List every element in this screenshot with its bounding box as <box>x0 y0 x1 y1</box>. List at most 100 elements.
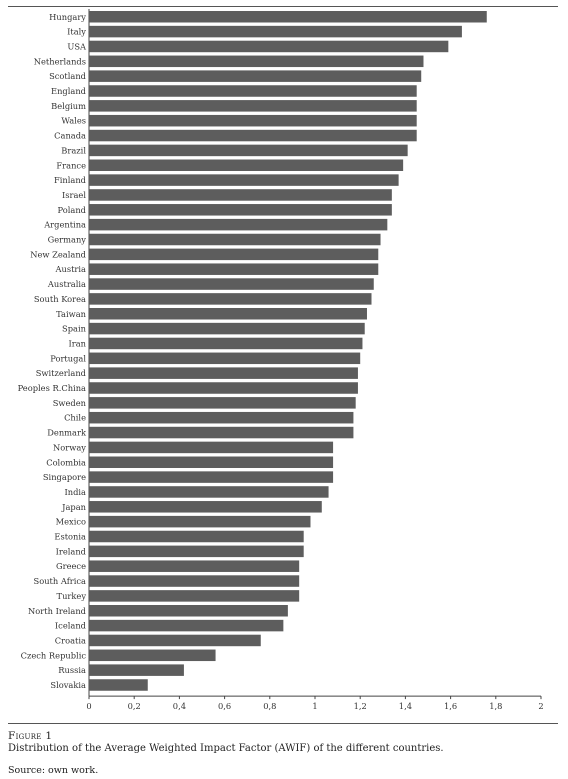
bar <box>89 55 424 68</box>
category-label: Belgium <box>51 101 86 111</box>
category-label: South Africa <box>34 576 87 586</box>
bar <box>89 278 374 290</box>
bar <box>89 352 361 365</box>
category-label: Denmark <box>47 428 87 438</box>
bar <box>89 545 304 558</box>
bar <box>89 634 261 647</box>
category-label: Japan <box>61 502 87 512</box>
category-label: Poland <box>58 205 87 215</box>
category-label: Greece <box>56 561 86 571</box>
bar <box>89 426 354 439</box>
bar <box>89 590 300 602</box>
category-label: Mexico <box>56 517 86 527</box>
bar <box>89 382 358 394</box>
category-label: Sweden <box>53 398 87 408</box>
bar <box>89 70 422 82</box>
x-tick-label: 1,2 <box>354 701 367 711</box>
category-label: Finland <box>54 175 87 185</box>
category-label: Netherlands <box>34 56 86 66</box>
category-label: Russia <box>58 665 86 675</box>
category-label: Australia <box>47 279 86 289</box>
bar <box>89 174 399 186</box>
x-tick-label: 0 <box>86 701 91 711</box>
bar <box>89 486 329 498</box>
bar <box>89 530 304 543</box>
bar <box>89 218 388 231</box>
category-label: Scotland <box>49 71 87 81</box>
bar <box>89 263 379 275</box>
bar <box>89 560 300 572</box>
category-label: Spain <box>62 324 87 334</box>
bar <box>89 248 379 261</box>
figure-source: Source: own work. <box>8 765 99 776</box>
category-label: North Ireland <box>28 606 87 616</box>
category-label: Slovakia <box>50 680 86 690</box>
category-label: Singapore <box>43 472 86 482</box>
category-label: Estonia <box>54 532 86 542</box>
bar <box>89 11 487 23</box>
x-tick-label: 0,2 <box>128 701 141 711</box>
category-label: Iceland <box>55 621 87 631</box>
bar <box>89 129 417 142</box>
bar-chart: Hungary Italy USA Netherlands Scotland Englan… <box>18 9 544 711</box>
bar <box>89 308 367 320</box>
x-tick-label: 1,6 <box>444 701 457 711</box>
figure-label: Figure 1 <box>8 730 53 742</box>
category-label: Iran <box>68 338 86 348</box>
bar <box>89 471 334 483</box>
category-label: Austria <box>55 264 87 274</box>
bar <box>89 233 381 246</box>
bar <box>89 501 322 513</box>
bar <box>89 114 417 127</box>
bar <box>89 322 365 335</box>
category-label: Chile <box>64 413 86 423</box>
bar <box>89 411 354 424</box>
category-label: South Korea <box>34 294 86 304</box>
category-label: Ireland <box>56 546 87 556</box>
category-label: Israel <box>62 190 86 200</box>
category-label: Wales <box>61 116 86 126</box>
bar <box>89 515 311 528</box>
category-label: India <box>64 487 86 497</box>
category-label: England <box>51 86 87 96</box>
bar <box>89 441 334 454</box>
category-label: USA <box>67 41 87 51</box>
category-label: Portugal <box>50 353 86 363</box>
x-tick-label: 1,8 <box>489 701 502 711</box>
category-label: Norway <box>53 442 86 452</box>
bar <box>89 204 392 216</box>
category-label: Italy <box>67 27 86 37</box>
bar <box>89 664 184 676</box>
bar <box>89 605 288 617</box>
bar <box>89 85 417 97</box>
category-label: Czech Republic <box>21 650 87 660</box>
category-label: Switzerland <box>36 368 87 378</box>
x-tick-label: 1 <box>312 701 317 711</box>
category-label: Argentina <box>43 220 86 230</box>
bar <box>89 679 148 691</box>
bar <box>89 337 363 350</box>
category-label: Peoples R.China <box>18 383 86 393</box>
figure-caption: Distribution of the Average Weighted Imp… <box>8 743 444 754</box>
bottom-rule <box>8 723 558 724</box>
category-label: France <box>56 160 86 170</box>
bar <box>89 159 404 171</box>
x-tick-label: 0,8 <box>263 701 276 711</box>
bar <box>89 144 408 157</box>
bar <box>89 25 462 38</box>
bar <box>89 649 216 662</box>
x-tick-label: 0,4 <box>173 701 186 711</box>
bar <box>89 456 334 468</box>
top-rule <box>8 6 558 7</box>
bar <box>89 189 392 201</box>
category-label: Turkey <box>57 591 87 601</box>
x-tick-label: 0,6 <box>218 701 231 711</box>
category-label: New Zealand <box>30 249 86 259</box>
bar <box>89 100 417 112</box>
bar <box>89 367 358 379</box>
bar <box>89 40 449 53</box>
category-label: Colombia <box>46 457 86 467</box>
category-label: Germany <box>48 235 87 245</box>
category-label: Taiwan <box>56 309 87 319</box>
category-label: Hungary <box>49 12 86 22</box>
